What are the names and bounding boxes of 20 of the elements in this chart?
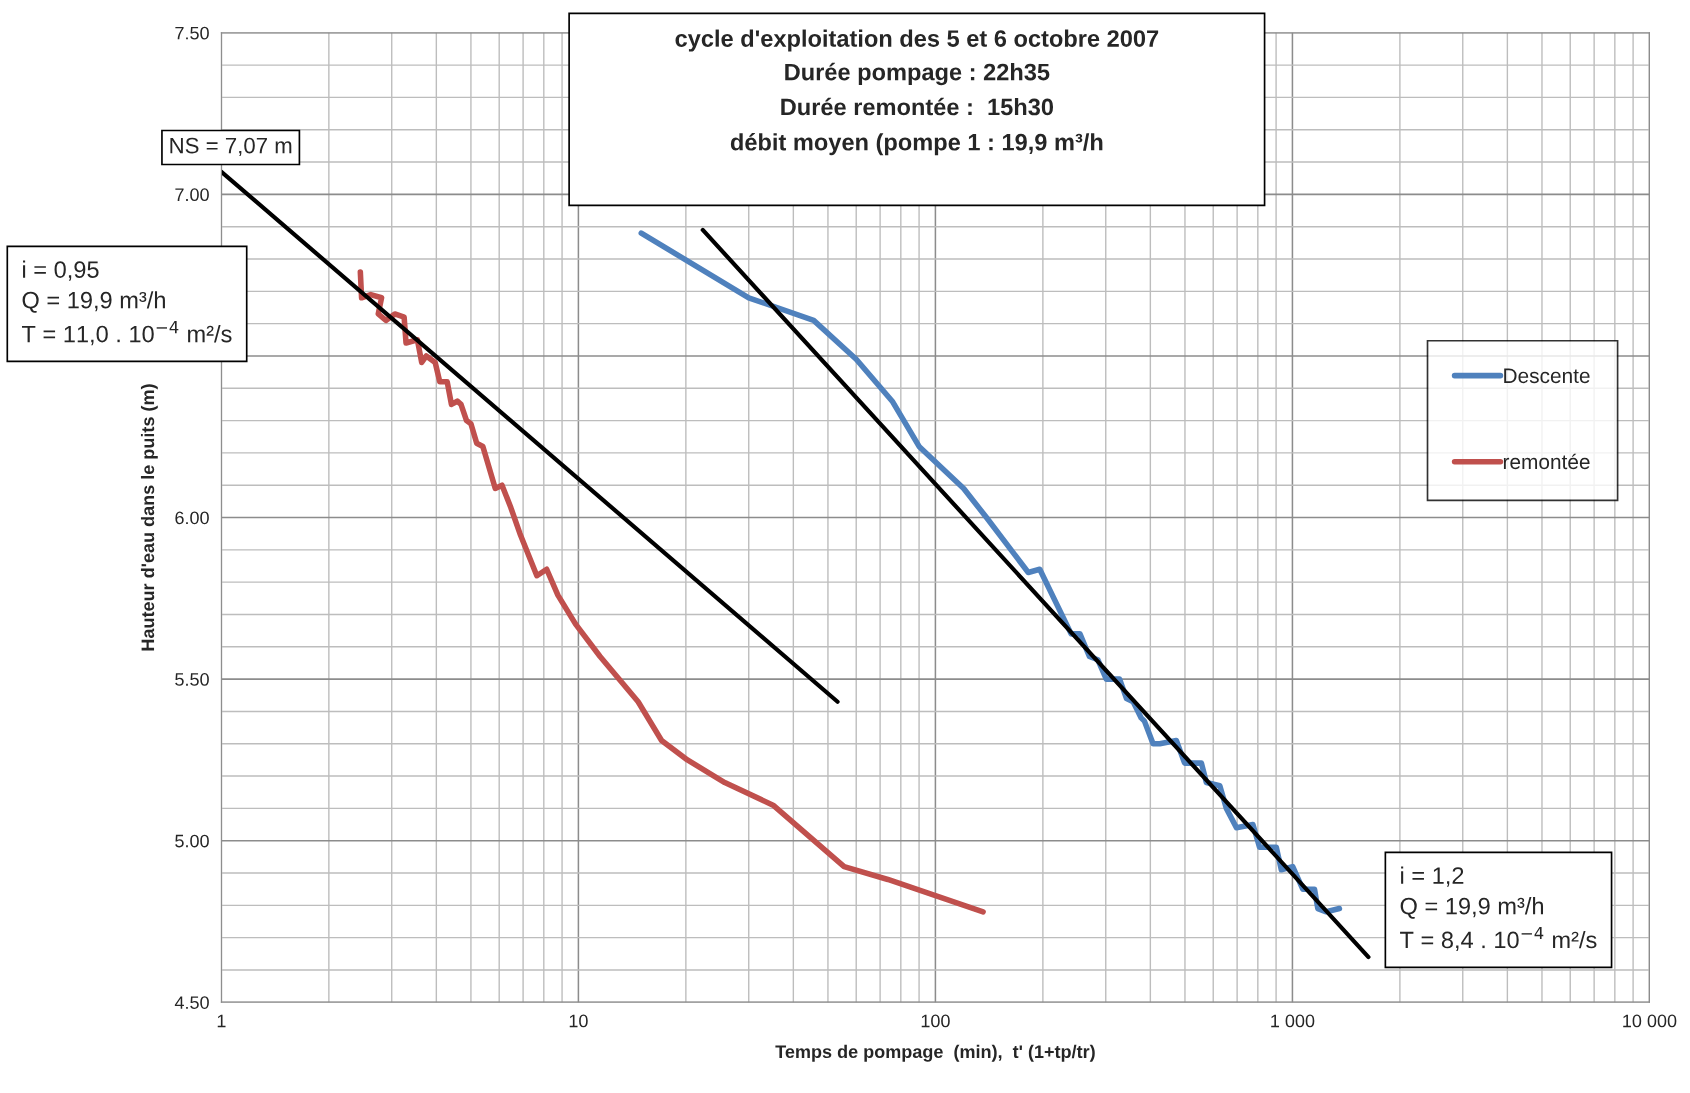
x-tick-label: 1 000: [1271, 1014, 1315, 1028]
y-tick-label: 7.00: [175, 188, 209, 202]
x-axis-title: Temps de pompage (min), t' (1+tp/tr): [775, 1044, 1095, 1062]
x-tick-label: 100: [921, 1014, 950, 1028]
y-tick-label: 5.50: [175, 673, 209, 686]
text: Durée pompage : 22h35 Durée remontée : 15h30 débit moyen (pompe 1 : 19,9 m³/h: [730, 62, 1103, 156]
annotation: NS = 7,07 m: [170, 137, 292, 157]
chart-title: cycle d'exploitation des 5 et 6 octobre 2007: [675, 29, 1159, 52]
x-tick-label: 10 000: [1623, 1014, 1677, 1028]
y-tick-label: 5.00: [175, 834, 209, 848]
legend-label: Descente: [1504, 368, 1590, 384]
annotation: i = 0,95 Q = 19,9 m³/h T = 11,0 . 10$^{−4}$ m²/s: [21, 260, 232, 346]
y-tick-label: 4.50: [174, 996, 209, 1009]
y-tick-label: 6.00: [175, 511, 209, 525]
y-tick-label: 7.50: [175, 26, 209, 40]
annotation: i = 1,2 Q = 19,9 m³/h T = 8,4 . 10$^{−4}$ m²/s: [1400, 866, 1597, 952]
legend-label: remontée: [1503, 453, 1590, 470]
x-tick-label: 10: [569, 1014, 588, 1028]
x-tick-label: 1: [217, 1014, 226, 1028]
y-axis-title: Hauteur d'eau dans le puits (m): [140, 384, 158, 651]
